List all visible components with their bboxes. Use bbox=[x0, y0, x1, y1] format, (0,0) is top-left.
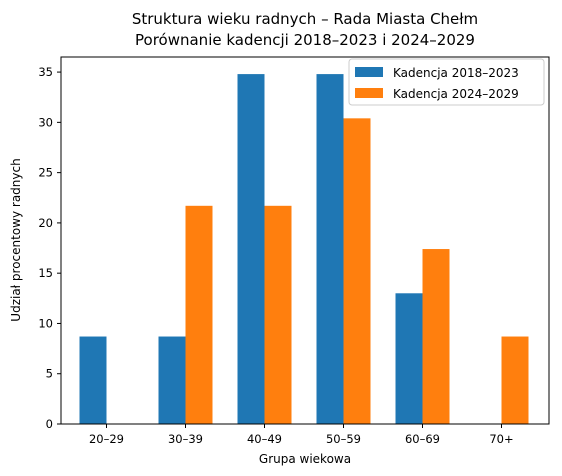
x-tick-label: 40–49 bbox=[247, 432, 282, 446]
y-tick-label: 35 bbox=[38, 65, 53, 79]
bar-s1-1 bbox=[79, 336, 107, 424]
plot-frame bbox=[60, 56, 550, 425]
chart-subtitle: Porównanie kadencji 2018–2023 i 2024–202… bbox=[135, 31, 475, 49]
x-tick-label: 70+ bbox=[489, 432, 513, 446]
bar-s2-4 bbox=[343, 118, 371, 425]
legend-label-2: Kadencja 2024–2029 bbox=[393, 87, 519, 101]
x-tick-label: 20–29 bbox=[89, 432, 124, 446]
x-axis-label: Grupa wiekowa bbox=[259, 452, 351, 466]
bar-s2-2 bbox=[185, 205, 213, 424]
legend: Kadencja 2018–2023 Kadencja 2024–2029 bbox=[348, 58, 545, 106]
x-tick-label: 50–59 bbox=[326, 432, 361, 446]
legend-swatch-1 bbox=[355, 67, 383, 77]
y-tick-label: 15 bbox=[38, 266, 53, 280]
legend-swatch-2 bbox=[355, 88, 383, 98]
bars-group bbox=[79, 74, 529, 425]
bar-s1-5 bbox=[395, 293, 423, 424]
bar-s1-2 bbox=[158, 336, 186, 424]
x-tick-label: 60–69 bbox=[405, 432, 440, 446]
y-tick-label: 30 bbox=[38, 115, 53, 129]
chart-title: Struktura wieku radnych – Rada Miasta Ch… bbox=[132, 10, 478, 28]
y-tick-label: 20 bbox=[38, 216, 53, 230]
bar-s1-4 bbox=[316, 74, 344, 425]
y-axis-label: Udział procentowy radnych bbox=[9, 158, 23, 321]
bar-s2-3 bbox=[264, 205, 292, 424]
ticks-group: 20–29 30–39 40–49 50–59 60–69 70+ 0 5 10 15 20 25 30… bbox=[38, 65, 513, 446]
x-tick-label: 30–39 bbox=[168, 432, 203, 446]
y-tick-label: 0 bbox=[46, 417, 53, 431]
bar-s1-3 bbox=[237, 74, 265, 425]
y-tick-label: 5 bbox=[46, 367, 53, 381]
y-tick-label: 25 bbox=[38, 166, 53, 180]
y-tick-label: 10 bbox=[38, 316, 53, 330]
bar-s2-5 bbox=[422, 249, 450, 424]
legend-box bbox=[348, 58, 545, 106]
bar-s2-6 bbox=[501, 336, 529, 424]
legend-label-1: Kadencja 2018–2023 bbox=[393, 66, 519, 80]
